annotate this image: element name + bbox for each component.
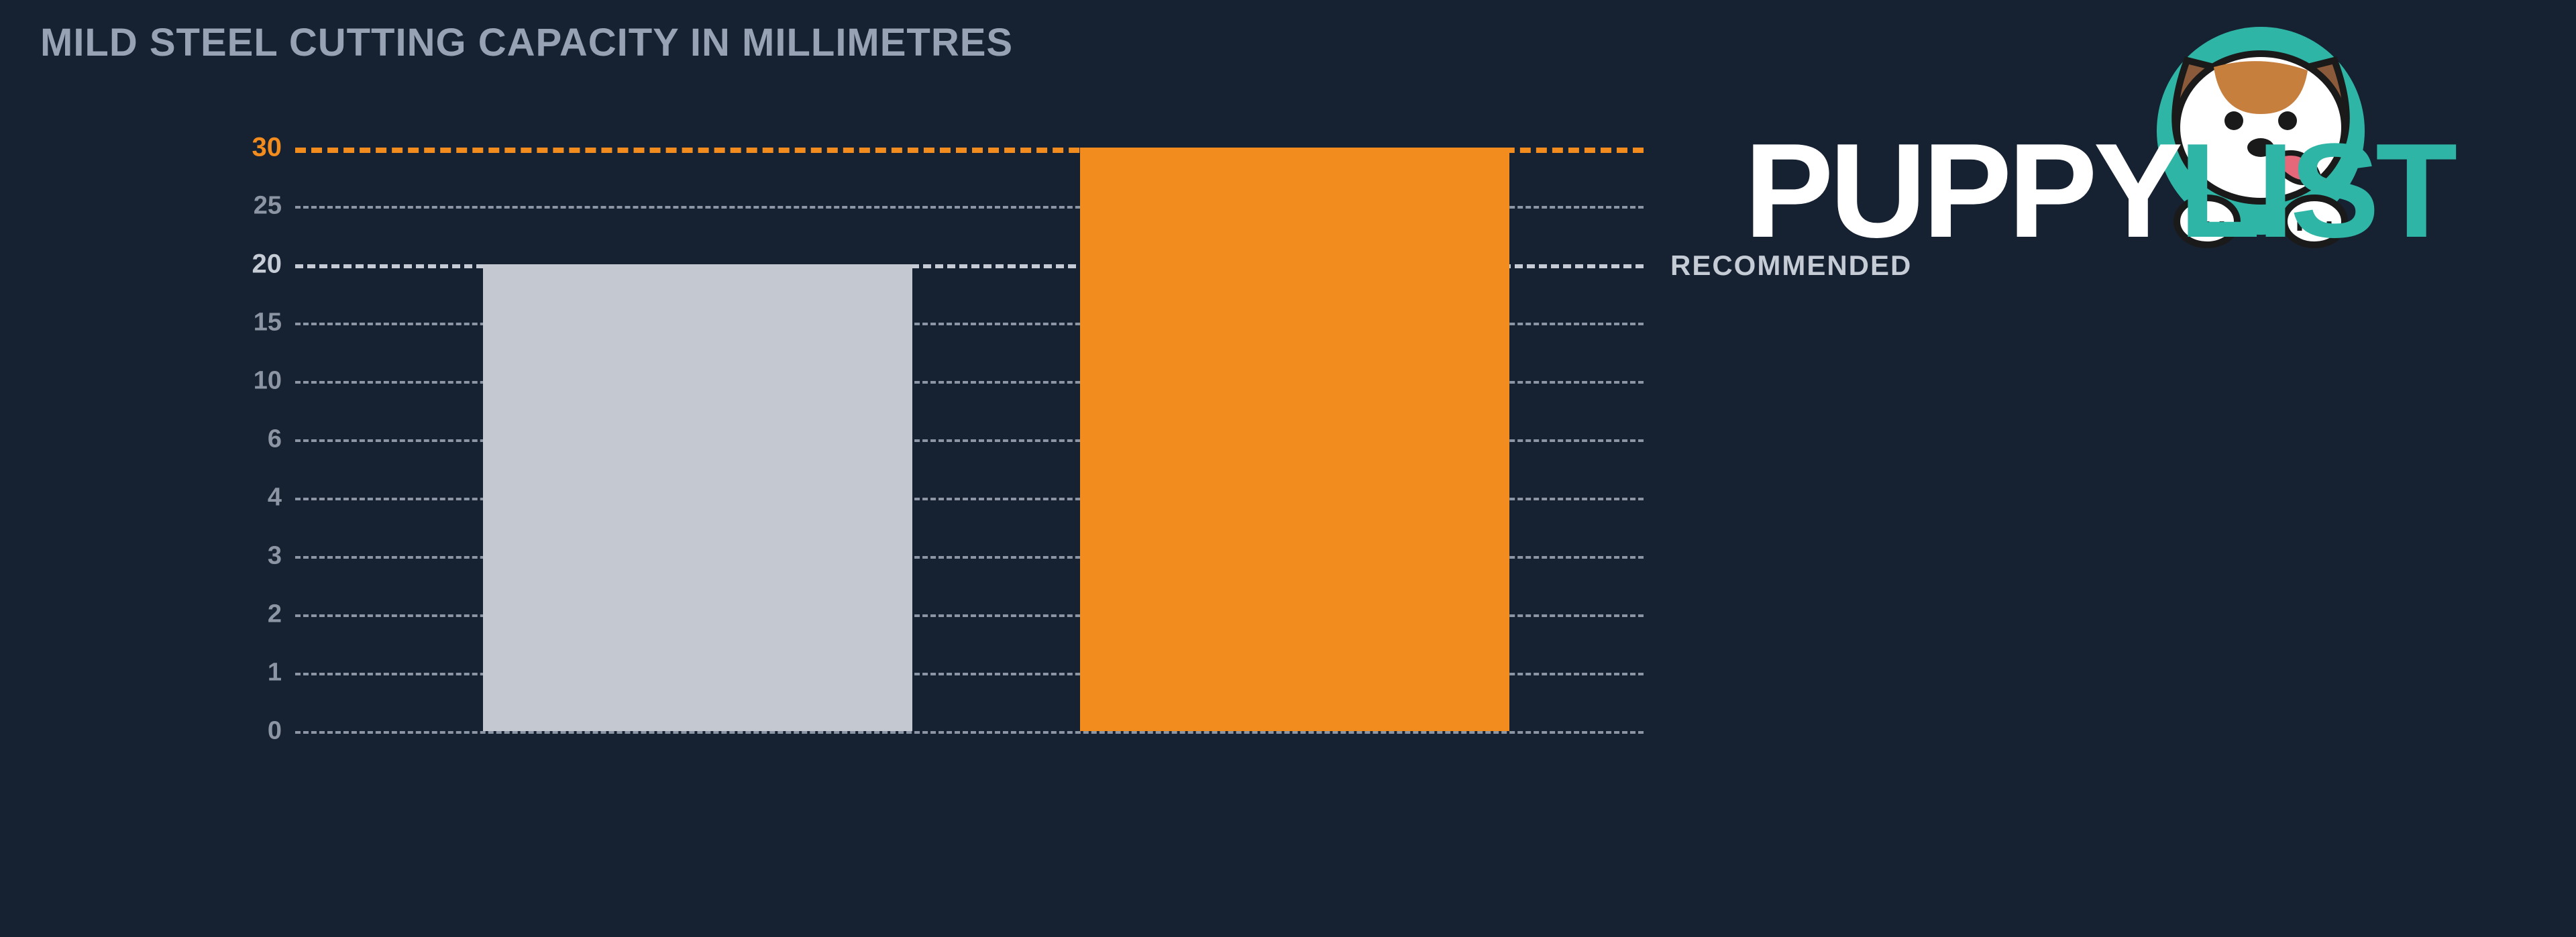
chart-title: MILD STEEL CUTTING CAPACITY IN MILLIMETR… xyxy=(40,20,1013,65)
logo-text: PUPPYLIST xyxy=(1744,114,2453,268)
logo-text-white: PUPPY xyxy=(1744,116,2179,266)
y-tick-label: 2 xyxy=(268,600,282,629)
bar xyxy=(483,264,912,731)
y-tick-label: 6 xyxy=(268,425,282,454)
y-tick-label: 15 xyxy=(254,309,282,337)
puppylist-logo: PUPPYLIST xyxy=(1744,13,2549,302)
y-tick-label: 10 xyxy=(254,367,282,396)
y-tick-label: 4 xyxy=(268,484,282,512)
bar-chart xyxy=(295,148,1644,731)
y-tick-label: 30 xyxy=(252,133,282,163)
y-tick-label: 25 xyxy=(254,192,282,221)
y-tick-label: 1 xyxy=(268,659,282,687)
y-axis-labels: 0123461015202530 xyxy=(215,148,282,731)
y-tick-label: 20 xyxy=(252,250,282,280)
bar xyxy=(1080,148,1509,731)
gridline xyxy=(295,731,1644,734)
y-tick-label: 0 xyxy=(268,717,282,746)
logo-text-teal: LIST xyxy=(2179,116,2453,266)
y-tick-label: 3 xyxy=(268,542,282,571)
